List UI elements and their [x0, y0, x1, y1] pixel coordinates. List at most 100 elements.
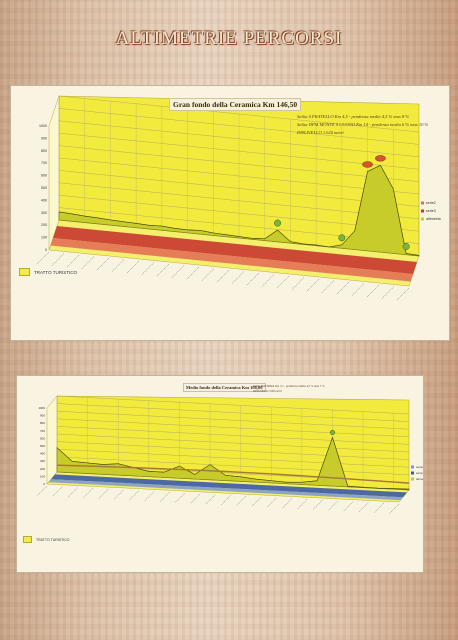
altitude-marker [375, 155, 386, 162]
x-tick-label [246, 272, 260, 286]
series-band-serie3 [51, 474, 407, 498]
y-tick-label: 1000 [39, 124, 47, 128]
y-tick-label: 100 [41, 236, 47, 240]
x-tick-label [82, 488, 94, 499]
x-tick-label [235, 495, 247, 507]
y-tick-label: 600 [40, 436, 45, 440]
legend-series-label: serie3 [416, 471, 423, 475]
series-line-altimetria [56, 436, 410, 490]
x-tick-label [141, 262, 155, 276]
x-tick-label [389, 503, 400, 514]
x-tick-label [113, 489, 124, 500]
x-tick-label [37, 485, 48, 496]
altitude-marker [338, 234, 346, 242]
x-tick-label [381, 286, 395, 300]
y-tick-label: 400 [41, 198, 47, 202]
legend-swatch [411, 465, 414, 469]
x-tick-label [156, 263, 170, 277]
series-band-serie2 [50, 238, 413, 282]
x-tick-label [98, 488, 109, 500]
x-tick-label [66, 254, 80, 268]
gridline [56, 411, 410, 430]
y-tick-label: 300 [40, 459, 45, 463]
x-tick-label [201, 268, 215, 282]
y-tick-label: 800 [41, 149, 47, 153]
y-tick-label: 0 [45, 248, 47, 252]
x-tick-label [321, 280, 335, 294]
chart-legend-tourist: TRATTO TURISTICO [19, 268, 77, 276]
gridline [56, 403, 410, 422]
gridline [56, 433, 410, 453]
y-tick-label: 500 [40, 444, 45, 448]
y-tick-label: 600 [41, 174, 47, 178]
x-tick-label [159, 492, 170, 503]
y-tick-label: 100 [40, 474, 45, 478]
altitude-marker [402, 243, 410, 250]
y-tick-label: 200 [40, 467, 45, 471]
x-tick-label [276, 275, 290, 289]
x-tick-label [96, 257, 110, 271]
series-band-serie3 [53, 226, 417, 274]
x-tick-label [81, 256, 95, 270]
gran-fondo-chart-panel: 0 100 200 300 400 500 600 700 800 900 1000 serie2 se… [11, 86, 449, 340]
x-tick-label [67, 487, 78, 498]
x-tick-label [281, 498, 293, 509]
y-tick-label: 400 [40, 452, 45, 456]
legend-series-label: serie3 [426, 209, 436, 213]
legend-swatch [411, 477, 414, 481]
y-tick-label: 300 [41, 211, 47, 215]
x-tick-label [36, 251, 50, 265]
page-title: ALTIMETRIE PERCORSI [115, 28, 343, 49]
legend-swatch [23, 536, 32, 543]
x-tick-label [291, 277, 305, 291]
y-tick-label: 900 [41, 136, 47, 140]
legend-swatch [421, 217, 424, 221]
chart-title: Gran fondo della Ceramica Km 146,50 [169, 98, 302, 111]
y-tick-label: 500 [41, 186, 47, 190]
series-band-serie2 [48, 479, 403, 501]
legend-swatch [411, 471, 414, 475]
chart-title: Medio fondo della Ceramica Km 108,00 [183, 383, 266, 392]
x-tick-label [358, 502, 369, 513]
x-tick-label [251, 496, 262, 507]
medio-fondo-chart-panel: 0 100 200 300 400 500 600 700 800 900 1000 serie2 se… [17, 376, 423, 572]
altitude-marker [362, 161, 373, 168]
legend-series-label: altimetria [416, 477, 423, 481]
chart-note-1: Salita S.FRATELLO Km 4,5 - pendenza medi… [297, 114, 410, 119]
gridline [56, 395, 410, 415]
chart-sidewall [46, 395, 58, 485]
chart-note-1: Salita MACRISIA Km 7,1 - pendenza media … [253, 384, 325, 388]
x-tick-label [396, 287, 410, 301]
x-tick-label [216, 269, 230, 283]
legend-label: TRATTO TURISTICO [34, 269, 78, 275]
x-tick-label [231, 271, 245, 285]
x-tick-label [190, 493, 201, 504]
route-line [56, 464, 410, 484]
gridline [56, 441, 410, 460]
x-tick-label [144, 491, 155, 502]
gridline [56, 418, 410, 437]
legend-swatch [421, 201, 424, 205]
legend-swatch [19, 268, 30, 276]
gran-fondo-chart: 0 100 200 300 400 500 600 700 800 900 1000 serie2 se… [36, 95, 441, 301]
y-tick-label: 700 [40, 429, 45, 433]
x-tick-label [171, 265, 185, 279]
series-line-altimetria [58, 165, 420, 256]
legend-series-label: altimetria [426, 217, 441, 221]
y-tick-label: 0 [43, 482, 45, 486]
x-tick-label [312, 499, 323, 511]
x-tick-label [366, 284, 380, 298]
x-tick-label [220, 495, 231, 506]
x-tick-label [205, 494, 216, 505]
x-tick-label [343, 501, 354, 512]
x-tick-label [111, 259, 125, 273]
chart-note-2: DISLIVELLO 990 metri [253, 389, 282, 393]
chart-note-2: Salita DPM MONTE S.CUONO Km 14 - pendenz… [297, 122, 429, 127]
y-tick-label: 200 [41, 223, 47, 227]
gridline [56, 426, 410, 445]
gridline [56, 456, 410, 475]
x-tick-label [128, 490, 140, 501]
altitude-marker [274, 219, 282, 227]
x-tick-label [351, 283, 365, 297]
x-tick-label [373, 503, 384, 514]
